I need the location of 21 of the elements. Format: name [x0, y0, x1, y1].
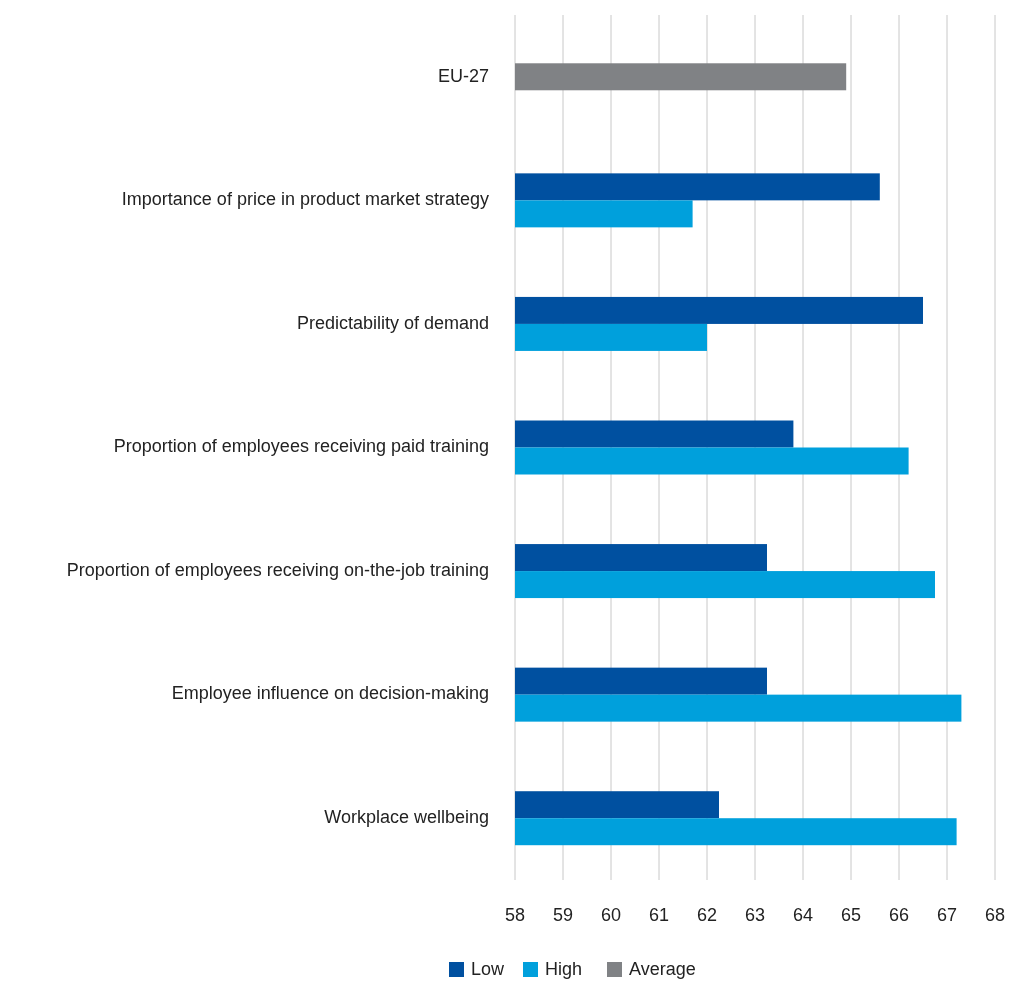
- x-tick-label: 58: [504, 904, 526, 925]
- legend-label: High: [545, 958, 583, 979]
- x-tick-label: 66: [888, 904, 910, 925]
- y-tick-label: Employee influence on decision-making: [171, 683, 489, 704]
- y-tick-label: Proportion of employees receiving paid training: [113, 436, 489, 457]
- x-tick-label: 68: [984, 904, 1006, 925]
- y-tick-label: Proportion of employees receiving on-the-job training: [66, 559, 489, 580]
- x-tick-label: 67: [936, 904, 958, 925]
- x-tick-label: 63: [744, 904, 766, 925]
- legend-label: Average: [629, 958, 696, 979]
- x-tick-label: 62: [696, 904, 718, 925]
- legend-label: Low: [471, 958, 506, 979]
- x-tick-label: 65: [840, 904, 862, 925]
- y-tick-label: Predictability of demand: [296, 312, 489, 333]
- x-tick-label: 64: [792, 904, 814, 925]
- x-tick-label: 60: [600, 904, 622, 925]
- x-tick-label: 61: [648, 904, 670, 925]
- x-tick-label: 59: [552, 904, 574, 925]
- y-tick-label: Workplace wellbeing: [324, 806, 489, 827]
- y-tick-label: Importance of price in product market strategy: [121, 189, 489, 210]
- y-tick-label: EU-27: [437, 65, 489, 86]
